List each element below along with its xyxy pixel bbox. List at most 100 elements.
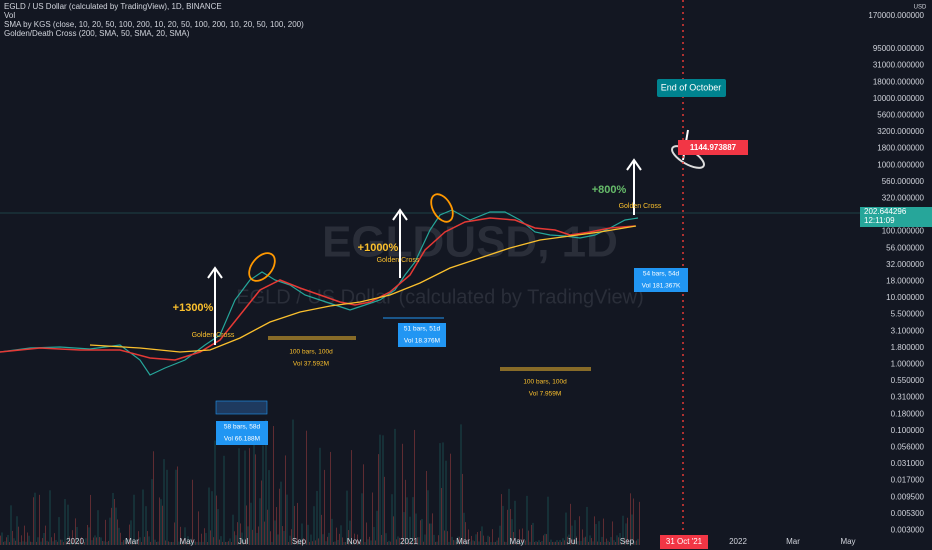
volume-bar <box>219 539 220 545</box>
volume-bar <box>541 541 543 545</box>
volume-bar <box>232 514 234 545</box>
volume-bar <box>450 453 451 545</box>
last-price-box <box>860 207 932 227</box>
volume-bar <box>504 541 505 545</box>
volume-bar <box>562 538 564 545</box>
volume-bar <box>627 517 628 545</box>
volume-bar <box>19 541 21 545</box>
volume-bar <box>604 541 606 545</box>
volume-bar <box>357 534 358 545</box>
volume-bar <box>52 541 54 545</box>
volume-bar <box>382 435 384 545</box>
volume-bar <box>121 541 123 545</box>
volume-bar <box>130 520 132 545</box>
volume-bar <box>540 541 541 545</box>
volume-bar <box>559 540 561 545</box>
volume-bar <box>88 527 90 545</box>
volume-bar <box>283 530 285 545</box>
volume-bar <box>396 539 397 545</box>
volume-bar <box>348 530 349 545</box>
price-label: 18.000000 <box>886 277 924 286</box>
volume-bar <box>172 541 174 545</box>
volume-bar <box>49 490 51 545</box>
volume-bar <box>418 537 420 545</box>
volume-bar <box>274 520 276 545</box>
volume-bar <box>534 541 535 545</box>
volume-bar <box>411 541 412 545</box>
volume-bar <box>496 540 498 545</box>
time-label: Mar <box>456 537 470 546</box>
volume-bar <box>426 470 427 545</box>
volume-bar <box>205 533 207 545</box>
sma-slow <box>89 225 637 353</box>
volume-bar <box>150 541 151 545</box>
volume-bar <box>94 535 96 545</box>
volume-bar <box>66 541 67 545</box>
volume-bar <box>499 525 501 545</box>
volume-bar <box>228 541 229 545</box>
volume-bar <box>456 541 457 545</box>
volume-bar <box>132 540 133 545</box>
volume-bar <box>487 535 489 545</box>
volume-bar <box>162 505 163 545</box>
volume-bar <box>595 524 597 545</box>
date-box <box>660 535 708 549</box>
volume-bar <box>211 491 213 545</box>
volume-bar <box>366 522 367 545</box>
volume-bar <box>166 469 168 545</box>
volume-bar <box>259 498 261 545</box>
volume-bar <box>354 533 355 545</box>
time-label: 2021 <box>400 537 418 546</box>
volume-bar <box>109 517 111 545</box>
golden-cross-label: Golden Cross <box>192 332 235 339</box>
volume-bar <box>438 535 439 545</box>
time-label: 31 Oct '21 <box>666 537 703 546</box>
price-label: 0.310000 <box>891 393 925 402</box>
volume-bar <box>439 443 441 545</box>
volume-bar <box>154 539 156 545</box>
volume-bar <box>520 541 522 545</box>
volume-bar <box>24 525 25 545</box>
volume-bar <box>388 540 390 545</box>
volume-bar <box>585 536 586 545</box>
volume-bar <box>543 535 544 545</box>
volume-bar <box>502 505 504 545</box>
volume-bar <box>466 541 468 545</box>
volume-bar <box>277 534 279 545</box>
volume-bar <box>276 507 277 545</box>
volume-bar <box>76 526 78 545</box>
price-label: 1.000000 <box>891 360 925 369</box>
volume-bar <box>45 525 46 545</box>
volume-bar <box>421 519 423 545</box>
volume-bar <box>79 541 81 545</box>
volume-bar <box>169 541 171 545</box>
price-label: 0.031000 <box>891 459 925 468</box>
volume-bar <box>505 542 507 545</box>
volume-bar <box>81 537 82 545</box>
volume-bar <box>25 541 27 545</box>
volume-bar <box>99 537 100 545</box>
price-label: 320.000000 <box>882 194 925 203</box>
volume-bar <box>337 540 339 545</box>
price-label: 10000.000000 <box>873 94 925 103</box>
volume-bar <box>126 541 127 545</box>
volume-bar <box>189 540 190 545</box>
range-label: Vol 37.592M <box>293 361 329 368</box>
volume-bar <box>525 540 526 545</box>
volume-bar <box>294 505 295 545</box>
volume-bar <box>352 541 354 545</box>
volume-bar <box>93 537 94 545</box>
volume-bar <box>291 529 292 545</box>
volume-bar <box>237 522 238 545</box>
volume-bar <box>301 523 303 545</box>
volume-bar <box>432 513 433 545</box>
price-label: 3.100000 <box>891 326 925 335</box>
volume-bar <box>120 532 121 545</box>
volume-bar <box>103 541 105 545</box>
volume-bar <box>387 541 388 545</box>
volume-bar <box>192 479 193 545</box>
volume-bar <box>253 428 255 545</box>
volume-bar <box>306 430 307 545</box>
volume-bar <box>69 536 70 545</box>
volume-bar <box>136 539 138 545</box>
